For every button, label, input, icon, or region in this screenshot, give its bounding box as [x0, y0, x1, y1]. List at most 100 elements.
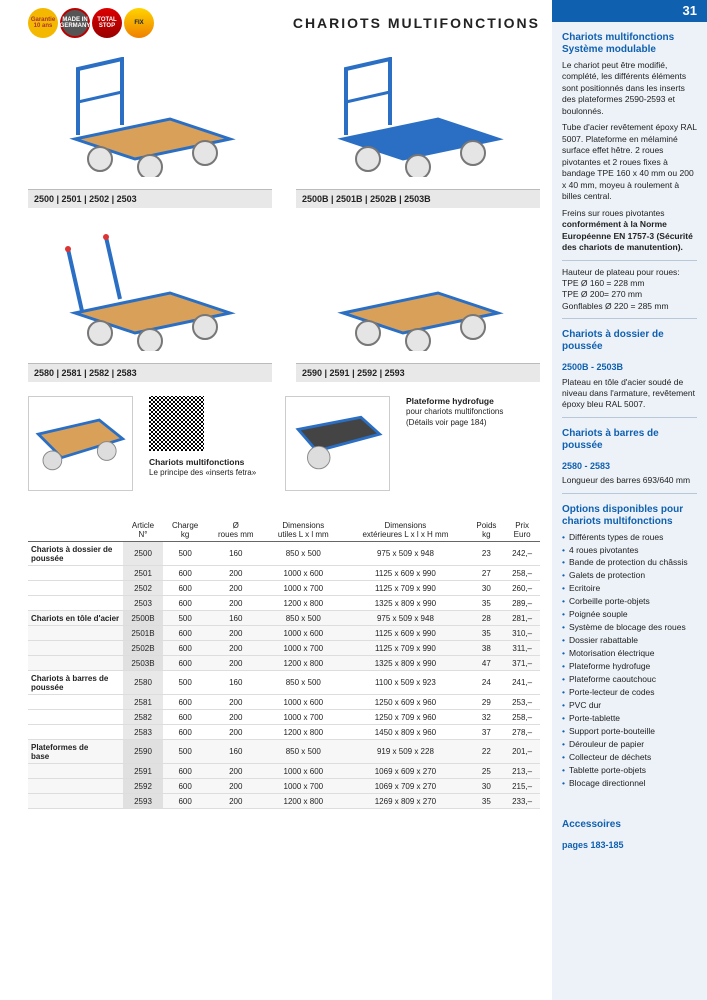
table-header: Dimensionsutiles L x l mm	[264, 519, 342, 542]
table-cell: 200	[207, 794, 264, 809]
option-item: Porte-tablette	[562, 713, 697, 724]
sidebar-text: Longueur des barres 693/640 mm	[562, 475, 697, 486]
table-cell: 35	[469, 596, 505, 611]
table-cell: 600	[163, 581, 207, 596]
table-cell: 29	[469, 695, 505, 710]
table-cell: 600	[163, 656, 207, 671]
table-cell: 1450 x 809 x 960	[342, 725, 468, 740]
row-group-label	[28, 566, 123, 581]
table-header: Øroues mm	[207, 519, 264, 542]
sidebar-h-accessoires: Accessoires	[562, 819, 697, 831]
table-cell: 260,–	[504, 581, 540, 596]
table-cell: 241,–	[504, 671, 540, 695]
table-header	[28, 519, 123, 542]
table-cell: 160	[207, 542, 264, 566]
hydrofuge-title: Plateforme hydrofuge	[406, 396, 494, 406]
table-cell: 310,–	[504, 626, 540, 641]
table-cell: 30	[469, 581, 505, 596]
table-cell: 200	[207, 710, 264, 725]
table-row: 25036002001200 x 8001325 x 809 x 9903528…	[28, 596, 540, 611]
option-item: PVC dur	[562, 700, 697, 711]
table-cell: 1200 x 800	[264, 596, 342, 611]
table-row: 2501B6002001000 x 6001125 x 609 x 990353…	[28, 626, 540, 641]
table-cell: 850 x 500	[264, 740, 342, 764]
row-group-label: Chariots à barres depoussée	[28, 671, 123, 695]
sidebar-h-barres: Chariots à barres de poussée	[562, 428, 697, 452]
table-cell: 600	[163, 695, 207, 710]
table-cell: 1000 x 700	[264, 641, 342, 656]
table-cell: 1000 x 600	[264, 695, 342, 710]
qr-code	[149, 396, 204, 451]
table-cell: 500	[163, 611, 207, 626]
table-row: Chariots à barres depoussée2580500160850…	[28, 671, 540, 695]
product-cell: 2590 | 2591 | 2592 | 2593	[296, 218, 540, 382]
table-cell: 919 x 509 x 228	[342, 740, 468, 764]
row-group-label	[28, 656, 123, 671]
table-cell: 2502B	[123, 641, 163, 656]
table-cell: 200	[207, 695, 264, 710]
sidebar-h-options: Options disponibles pour chariots multif…	[562, 504, 697, 528]
sidebar-sub: 2500B - 2503B	[562, 361, 697, 373]
table-row: 2503B6002001200 x 8001325 x 809 x 990473…	[28, 656, 540, 671]
option-item: Poignée souple	[562, 609, 697, 620]
table-cell: 37	[469, 725, 505, 740]
row-group-label: Chariots à dossier depoussée	[28, 542, 123, 566]
option-item: Motorisation électrique	[562, 648, 697, 659]
table-cell: 200	[207, 596, 264, 611]
row-group-label	[28, 581, 123, 596]
table-cell: 233,–	[504, 794, 540, 809]
product-caption: 2580 | 2581 | 2582 | 2583	[28, 363, 272, 382]
product-caption: 2500 | 2501 | 2502 | 2503	[28, 189, 272, 208]
badge: Garantie 10 ans	[28, 8, 58, 38]
table-cell: 2582	[123, 710, 163, 725]
table-cell: 200	[207, 725, 264, 740]
table-cell: 2590	[123, 740, 163, 764]
sidebar-h-systeme: Chariots multifonctions Système modulabl…	[562, 32, 697, 56]
table-cell: 1069 x 709 x 270	[342, 779, 468, 794]
table-cell: 215,–	[504, 779, 540, 794]
table-cell: 281,–	[504, 611, 540, 626]
table-cell: 850 x 500	[264, 611, 342, 626]
table-cell: 1000 x 600	[264, 566, 342, 581]
badge-row: Garantie 10 ansMADE IN GERMANYTOTAL STOP…	[28, 8, 154, 38]
table-cell: 1125 x 609 x 990	[342, 566, 468, 581]
product-cell: 2500 | 2501 | 2502 | 2503	[28, 44, 272, 208]
table-cell: 200	[207, 626, 264, 641]
table-cell: 600	[163, 710, 207, 725]
table-cell: 1200 x 800	[264, 794, 342, 809]
table-row: Chariots à dossier depoussée250050016085…	[28, 542, 540, 566]
hydrofuge-sub1: pour chariots multifonctions	[406, 407, 503, 416]
row-group-label: Chariots en tôle d'acier	[28, 611, 123, 626]
option-item: Galets de protection	[562, 570, 697, 581]
badge: FIX	[124, 8, 154, 38]
table-cell: 1000 x 700	[264, 581, 342, 596]
table-row: 25026002001000 x 7001125 x 709 x 9903026…	[28, 581, 540, 596]
table-cell: 1000 x 700	[264, 779, 342, 794]
option-item: Collecteur de déchets	[562, 752, 697, 763]
table-cell: 22	[469, 740, 505, 764]
table-row: Chariots en tôle d'acier2500B500160850 x…	[28, 611, 540, 626]
table-cell: 371,–	[504, 656, 540, 671]
table-cell: 242,–	[504, 542, 540, 566]
qr-title: Chariots multifonctions	[149, 457, 244, 467]
sidebar-text: Tube d'acier revêtement époxy RAL 5007. …	[562, 122, 697, 202]
table-cell: 850 x 500	[264, 542, 342, 566]
spec-table: ArticleN°ChargekgØroues mmDimensionsutil…	[28, 519, 540, 809]
table-header: Dimensionsextérieures L x l x H mm	[342, 519, 468, 542]
sidebar: 31 Chariots multifonctions Système modul…	[552, 0, 707, 1000]
badge: MADE IN GERMANY	[60, 8, 90, 38]
row-group-label: Plateformes debase	[28, 740, 123, 764]
table-cell: 47	[469, 656, 505, 671]
table-header: PrixEuro	[504, 519, 540, 542]
table-cell: 2500B	[123, 611, 163, 626]
table-cell: 600	[163, 779, 207, 794]
table-row: 25016002001000 x 6001125 x 609 x 9902725…	[28, 566, 540, 581]
row-group-label	[28, 596, 123, 611]
table-cell: 30	[469, 779, 505, 794]
insert-detail-image	[28, 396, 133, 491]
table-cell: 25	[469, 764, 505, 779]
table-cell: 2591	[123, 764, 163, 779]
table-cell: 500	[163, 740, 207, 764]
table-cell: 1069 x 609 x 270	[342, 764, 468, 779]
table-cell: 1325 x 809 x 990	[342, 596, 468, 611]
